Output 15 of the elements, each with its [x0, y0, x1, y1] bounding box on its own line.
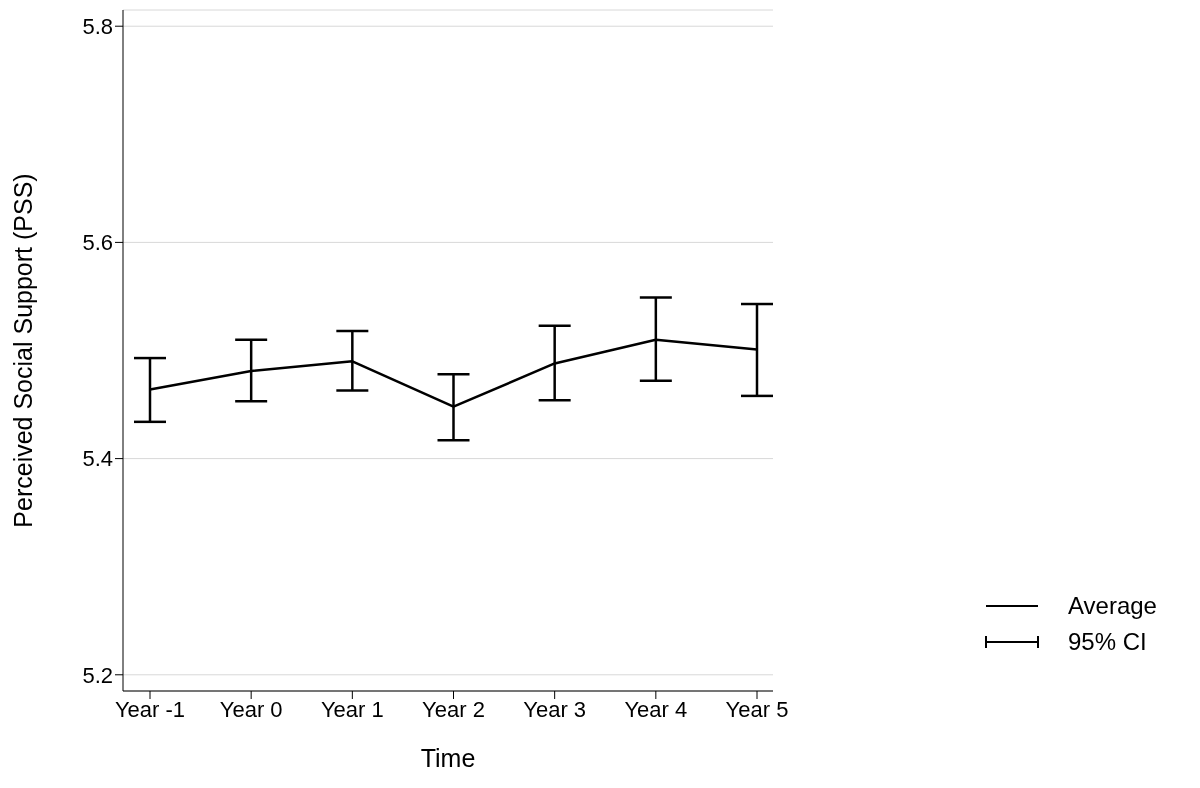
y-tick-label: 5.4	[82, 446, 113, 472]
y-axis-title: Perceived Social Support (PSS)	[8, 173, 37, 528]
y-tick-label: 5.2	[82, 662, 113, 688]
x-axis-title: Time	[420, 744, 476, 772]
y-tick-label: 5.8	[82, 14, 113, 40]
x-tick-label: Year 2	[422, 696, 485, 722]
x-tick-label: Year 3	[523, 696, 587, 722]
text: 95% CI	[1068, 627, 1147, 657]
x-tick-label: Year 4	[624, 696, 688, 722]
y-tick-label: 5.6	[82, 230, 113, 256]
legend-label: Average	[1068, 591, 1157, 621]
x-tick-label: Year 0	[219, 696, 283, 722]
x-tick-label: Year 5	[725, 696, 789, 722]
x-tick-label: Year -1	[114, 696, 186, 722]
x-tick-label: Year 1	[320, 696, 384, 722]
